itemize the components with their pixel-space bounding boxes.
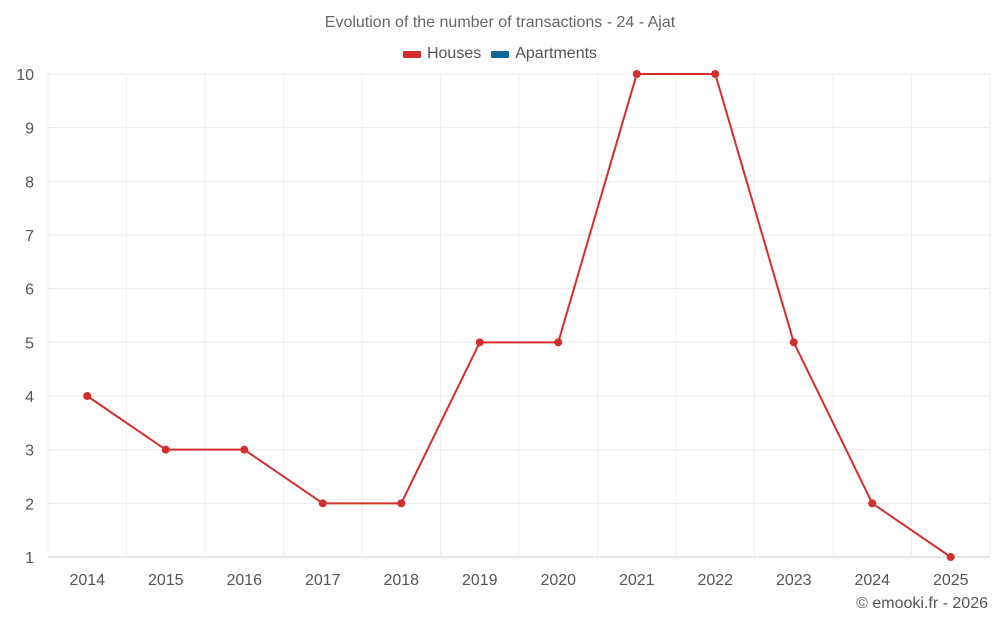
y-tick-label: 2 xyxy=(25,496,34,513)
x-tick-label: 2018 xyxy=(383,572,419,589)
data-point xyxy=(397,499,406,508)
legend-swatch-apartments xyxy=(491,50,510,58)
y-tick-label: 9 xyxy=(25,121,34,138)
x-tick-label: 2025 xyxy=(933,572,969,589)
legend-item-houses[interactable]: Houses xyxy=(402,45,482,63)
data-point xyxy=(475,338,484,347)
x-tick-label: 2021 xyxy=(619,572,655,589)
x-tick-label: 2024 xyxy=(854,572,890,589)
x-tick-label: 2016 xyxy=(226,572,262,589)
x-tick-label: 2015 xyxy=(148,572,184,589)
legend-label-houses: Houses xyxy=(426,45,482,62)
chart-title: Evolution of the number of transactions … xyxy=(324,14,676,31)
series-line-houses xyxy=(86,73,952,558)
data-point xyxy=(83,392,92,400)
x-tick-label: 2022 xyxy=(697,572,733,589)
data-point xyxy=(318,499,327,508)
legend: Houses Apartments xyxy=(0,45,1000,63)
x-tick-label: 2017 xyxy=(305,572,341,589)
y-tick-label: 5 xyxy=(25,335,34,352)
data-point xyxy=(240,445,249,454)
x-tick-label: 2014 xyxy=(69,572,105,589)
x-tick-label: 2019 xyxy=(462,572,498,589)
y-tick-label: 4 xyxy=(25,389,34,406)
y-tick-label: 10 xyxy=(16,67,34,84)
legend-label-apartments: Apartments xyxy=(515,45,598,62)
legend-item-apartments[interactable]: Apartments xyxy=(491,45,597,63)
data-point xyxy=(161,445,170,454)
data-point xyxy=(711,70,720,78)
credit-text: © emooki.fr - 2026 xyxy=(856,595,988,612)
data-point xyxy=(632,70,641,78)
data-point xyxy=(946,553,955,561)
y-tick-label: 6 xyxy=(25,282,34,299)
data-point xyxy=(554,338,563,347)
y-tick-label: 3 xyxy=(25,443,34,460)
y-tick-label: 1 xyxy=(25,550,34,567)
x-tick-label: 2020 xyxy=(540,572,576,589)
y-tick-label: 7 xyxy=(25,228,34,245)
data-point xyxy=(789,338,798,347)
y-tick-label: 8 xyxy=(25,174,34,191)
legend-swatch-houses xyxy=(402,50,421,58)
data-point xyxy=(868,499,877,508)
x-tick-label: 2023 xyxy=(776,572,812,589)
